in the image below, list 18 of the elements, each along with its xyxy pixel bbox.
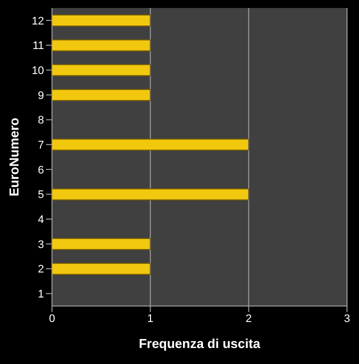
y-tick-label: 8 bbox=[38, 114, 44, 127]
y-tick-label: 7 bbox=[38, 139, 44, 152]
x-axis-title: Frequenza di uscita bbox=[138, 336, 261, 351]
y-tick-label: 11 bbox=[32, 40, 44, 52]
y-tick-label: 5 bbox=[38, 189, 44, 202]
y-tick-label: 2 bbox=[38, 264, 44, 276]
y-tick-label: 3 bbox=[38, 238, 44, 251]
y-tick-label: 4 bbox=[38, 214, 44, 226]
y-tick-label: 9 bbox=[38, 90, 44, 102]
x-tick-label: 3 bbox=[344, 312, 350, 325]
y-tick-label: 6 bbox=[38, 164, 44, 176]
y-tick-label: 10 bbox=[32, 64, 44, 77]
y-axis-title: EuroNumero bbox=[6, 118, 22, 196]
x-tick-label: 2 bbox=[246, 312, 252, 325]
y-tick-label: 1 bbox=[38, 288, 44, 300]
y-tick-label: 12 bbox=[32, 15, 44, 28]
x-tick-label: 0 bbox=[48, 312, 56, 325]
x-tick-label: 1 bbox=[147, 312, 154, 325]
